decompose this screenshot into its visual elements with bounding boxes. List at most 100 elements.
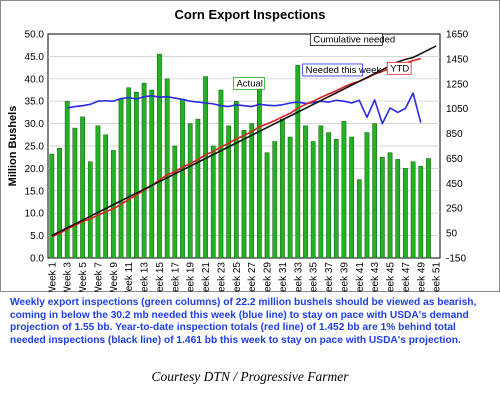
bar-actual [418, 165, 424, 259]
legend-label-box [309, 33, 383, 46]
y-tick-label: 30.0 [25, 119, 45, 130]
bar-actual [257, 85, 262, 259]
bar-actual [395, 159, 401, 259]
x-tick-label: Week 5 [78, 262, 89, 292]
y2-tick-label: 250 [446, 204, 463, 215]
y-tick-label: 40.0 [25, 74, 45, 85]
bar-actual [326, 132, 331, 259]
legend-label: YTD [390, 63, 409, 74]
bar-actual [295, 65, 301, 259]
x-tick-label: Week 27 [247, 262, 258, 292]
bar-actual [210, 145, 216, 259]
bar-actual [126, 87, 132, 259]
x-tick-label: Week 41 [355, 262, 366, 292]
bar-actual [318, 125, 324, 259]
x-tick-label: Week 19 [186, 262, 197, 292]
y-tick-label: 20.0 [25, 164, 45, 175]
chart-title: Corn Export Inspections [174, 7, 326, 22]
y-axis-title: Million Bushels [7, 106, 19, 187]
bar-actual [87, 161, 93, 259]
bar-actual [180, 98, 185, 259]
bar-actual [280, 118, 285, 259]
bar-actual [410, 161, 416, 259]
line-cumulative-needed [51, 45, 437, 237]
bar-actual [157, 53, 162, 259]
bar-actual [241, 130, 247, 259]
x-tick-label: Week 17 [170, 262, 181, 292]
x-tick-label: Week 39 [339, 262, 350, 292]
y2-tick-label: 650 [446, 154, 463, 165]
bar-actual [141, 83, 147, 259]
bar-actual [164, 78, 170, 259]
bar-actual [372, 123, 378, 259]
bar-actual [64, 100, 70, 259]
legend-label: Cumulative needed [313, 34, 395, 45]
y-tick-label: 35.0 [25, 97, 45, 108]
bar-actual [426, 158, 431, 259]
bar-actual [233, 100, 239, 259]
bar-actual [195, 118, 201, 259]
y-tick-label: 15.0 [25, 186, 45, 197]
bar-actual [264, 152, 270, 259]
bar-actual [149, 89, 155, 259]
bar-actual [49, 153, 55, 259]
y2-tick-label: 1650 [446, 30, 469, 41]
y-tick-label: 5.0 [30, 231, 44, 242]
bar-actual [118, 98, 124, 259]
y2-tick-label: 450 [446, 179, 463, 190]
bar-actual [80, 116, 85, 259]
bar-actual [364, 132, 370, 259]
x-tick-label: Week 25 [232, 262, 243, 292]
bar-actual [57, 147, 62, 259]
y2-tick-label: 50 [446, 229, 458, 240]
bar-actual [226, 125, 231, 259]
bar-actual [333, 139, 339, 259]
x-tick-label: Week 9 [109, 262, 120, 292]
legend-label: Needed this week [306, 65, 382, 76]
x-tick-label: Week 51 [432, 262, 443, 292]
x-tick-label: Week 11 [124, 262, 135, 292]
legend-label: Actual [236, 78, 262, 89]
bar-actual [310, 141, 316, 259]
x-tick-label: Week 49 [416, 262, 427, 292]
bar-actual [218, 89, 224, 259]
bar-actual [403, 168, 408, 259]
x-tick-label: Week 7 [93, 262, 104, 292]
image-credit: Courtesy DTN / Progressive Farmer [151, 369, 349, 384]
y-tick-label: 45.0 [25, 52, 45, 63]
x-tick-label: Week 1 [47, 262, 58, 292]
y2-tick-label: 1050 [446, 104, 469, 115]
bar-actual [95, 125, 101, 259]
y-tick-label: 50.0 [25, 30, 45, 41]
x-tick-label: Week 31 [278, 262, 289, 292]
x-tick-label: Week 15 [155, 262, 166, 292]
x-tick-label: Week 21 [201, 262, 212, 292]
y-tick-label: 25.0 [25, 142, 45, 153]
x-tick-label: Week 37 [324, 262, 335, 292]
bar-actual [187, 123, 193, 259]
x-tick-label: Week 33 [293, 262, 304, 292]
x-tick-label: Week 23 [216, 262, 227, 292]
chart-caption: Weekly export inspections (green columns… [10, 297, 477, 346]
x-tick-label: Week 13 [140, 262, 151, 292]
x-tick-label: Week 29 [263, 262, 274, 292]
x-tick-label: Week 45 [386, 262, 397, 292]
bar-actual [172, 145, 178, 259]
bar-actual [341, 121, 347, 259]
bar-actual [379, 156, 385, 259]
bar-actual [387, 152, 393, 259]
legend-label-box [233, 77, 265, 90]
y2-tick-label: 850 [446, 129, 463, 140]
x-tick-label: Week 3 [63, 262, 74, 292]
bar-actual [203, 76, 208, 259]
bar-actual [303, 125, 308, 259]
x-tick-label: Week 35 [309, 262, 320, 292]
y2-tick-label: -150 [446, 254, 466, 265]
bar-actual [356, 179, 362, 259]
bar-actual [103, 134, 109, 259]
bar-actual [249, 123, 255, 259]
y2-tick-label: 1450 [446, 54, 469, 65]
bar-actual [72, 127, 78, 259]
x-tick-label: Week 47 [401, 262, 412, 292]
x-tick-label: Week 43 [370, 262, 381, 292]
